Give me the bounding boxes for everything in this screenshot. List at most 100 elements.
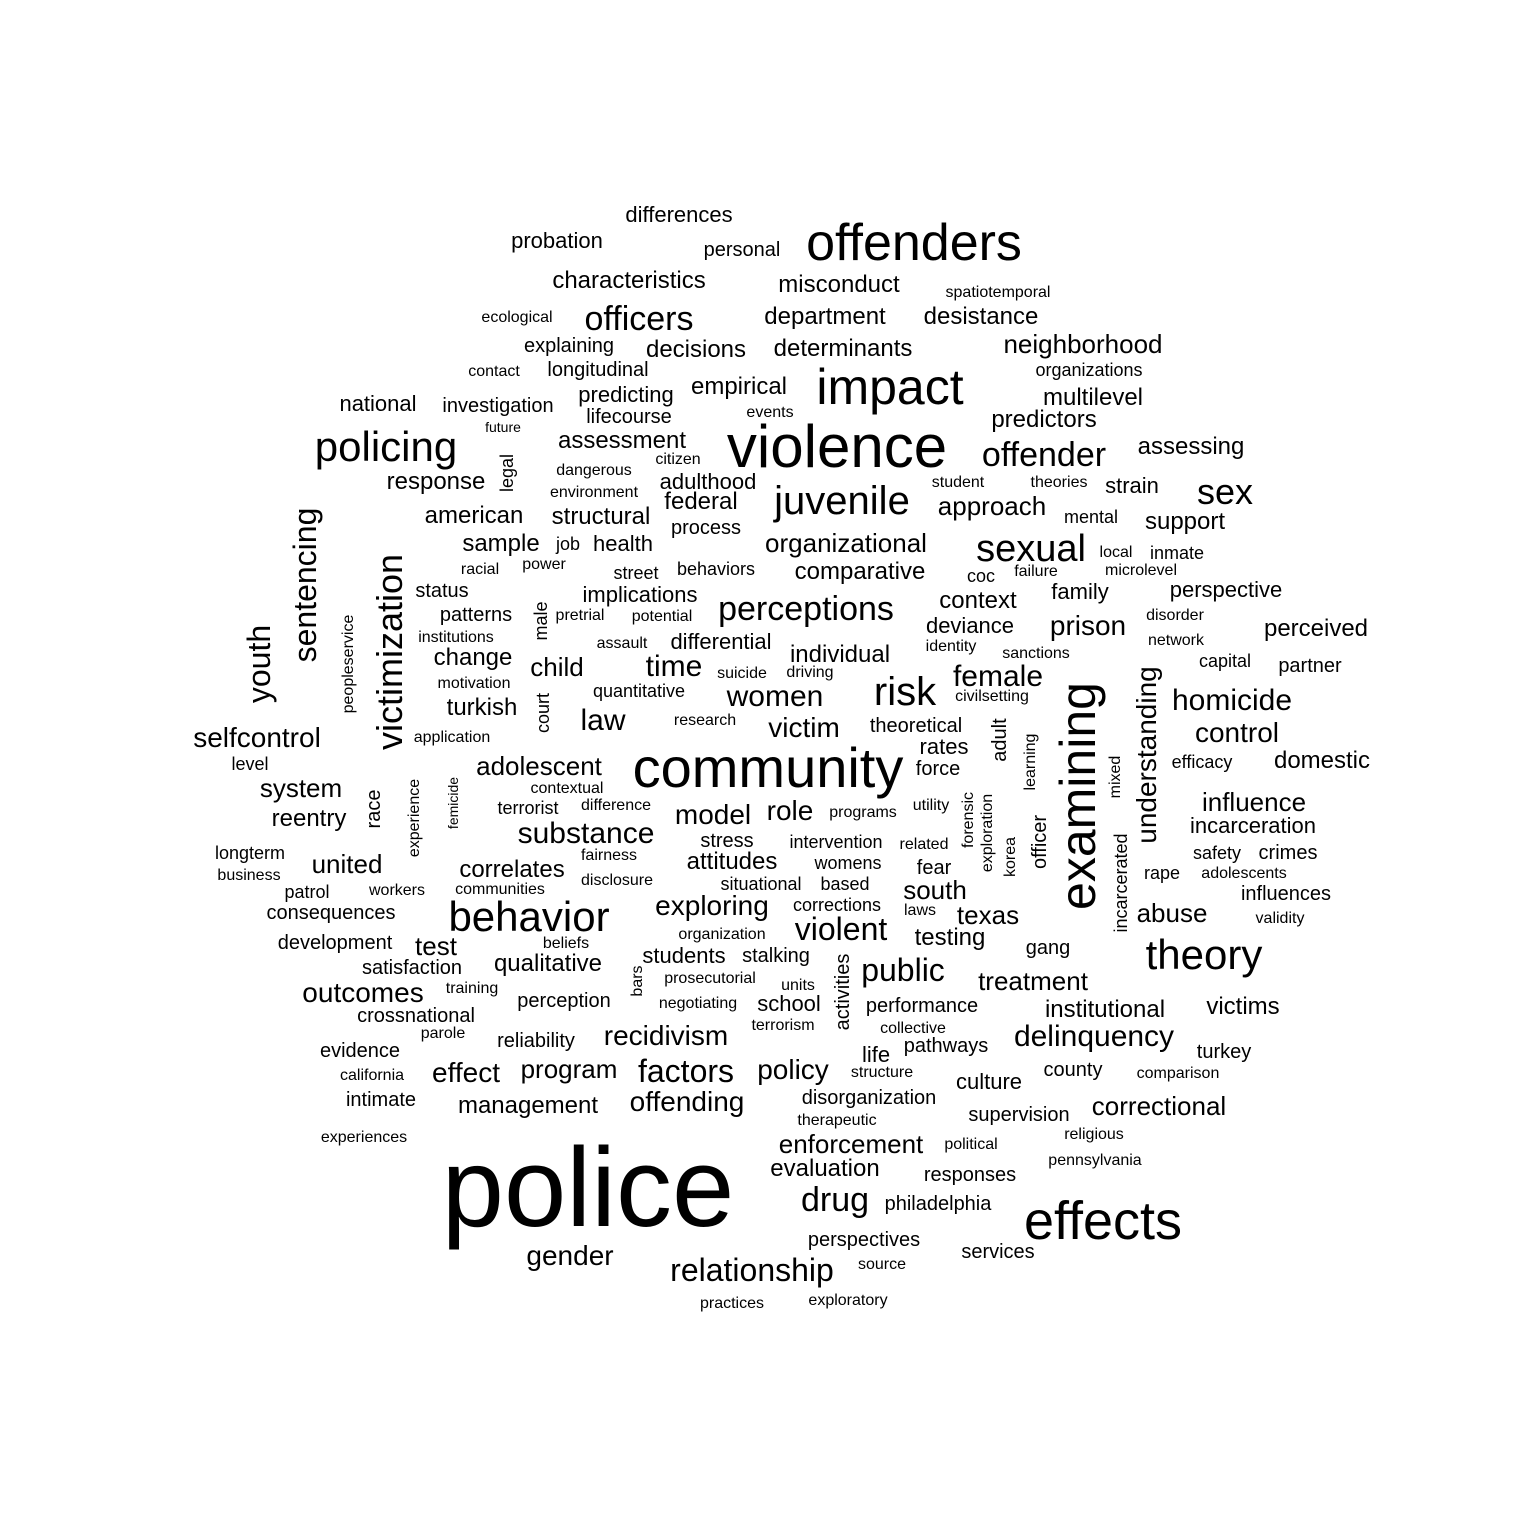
word-difference: difference bbox=[581, 797, 651, 814]
word-intervention: intervention bbox=[789, 832, 883, 852]
word-investigation: investigation bbox=[442, 395, 554, 417]
word-south: south bbox=[903, 875, 967, 905]
word-offender: offender bbox=[981, 436, 1107, 474]
word-process: process bbox=[670, 517, 742, 539]
word-force: force bbox=[915, 758, 961, 780]
word-communities: communities bbox=[455, 881, 545, 898]
word-perception: perception bbox=[517, 990, 611, 1012]
word-adulthood: adulthood bbox=[659, 469, 757, 494]
word-korea: korea bbox=[1002, 836, 1019, 878]
word-safety: safety bbox=[1192, 843, 1242, 863]
word-empirical: empirical bbox=[690, 373, 788, 400]
word-life: life bbox=[861, 1042, 891, 1067]
word-development: development bbox=[277, 932, 393, 954]
word-dangerous: dangerous bbox=[556, 462, 632, 479]
word-factors: factors bbox=[637, 1053, 735, 1089]
word-structural: structural bbox=[551, 503, 651, 530]
word-application: application bbox=[413, 729, 491, 746]
word-satisfaction: satisfaction bbox=[361, 957, 463, 979]
word-philadelphia: philadelphia bbox=[884, 1193, 992, 1215]
word-adolescents: adolescents bbox=[1201, 865, 1287, 882]
word-bars: bars bbox=[629, 965, 646, 997]
word-level: level bbox=[231, 754, 269, 774]
word-attitudes: attitudes bbox=[686, 848, 778, 875]
word-learning: learning bbox=[1022, 733, 1039, 791]
word-context: context bbox=[939, 587, 1017, 614]
word-lifecourse: lifecourse bbox=[586, 406, 672, 428]
word-sample: sample bbox=[462, 530, 540, 557]
word-program: program bbox=[520, 1054, 618, 1084]
word-collective: collective bbox=[880, 1020, 946, 1037]
word-capital: capital bbox=[1198, 651, 1252, 671]
word-womens: womens bbox=[814, 853, 882, 873]
word-theories: theories bbox=[1030, 474, 1088, 491]
word-predictors: predictors bbox=[991, 406, 1097, 433]
word-exploration: exploration bbox=[979, 793, 996, 873]
word-quantitative: quantitative bbox=[592, 681, 686, 701]
word-local: local bbox=[1099, 544, 1133, 561]
word-training: training bbox=[445, 980, 499, 997]
word-citizen: citizen bbox=[655, 451, 701, 468]
word-california: california bbox=[339, 1067, 405, 1084]
word-experience: experience bbox=[406, 778, 423, 858]
word-behavior: behavior bbox=[448, 893, 610, 940]
word-microlevel: microlevel bbox=[1104, 562, 1178, 579]
word-activities: activities bbox=[832, 953, 854, 1031]
word-students: students bbox=[642, 943, 726, 968]
word-comparison: comparison bbox=[1136, 1065, 1220, 1082]
word-delinquency: delinquency bbox=[1013, 1020, 1175, 1053]
word-enforcement: enforcement bbox=[778, 1129, 924, 1159]
word-patterns: patterns bbox=[439, 604, 513, 626]
word-disorder: disorder bbox=[1146, 607, 1204, 624]
word-neighborhood: neighborhood bbox=[1003, 329, 1163, 359]
word-fear: fear bbox=[916, 857, 952, 879]
word-treatment: treatment bbox=[978, 966, 1088, 996]
word-correctional: correctional bbox=[1091, 1091, 1227, 1121]
word-texas: texas bbox=[956, 900, 1020, 930]
word-differences: differences bbox=[625, 202, 733, 227]
word-public: public bbox=[861, 952, 945, 988]
word-predicting: predicting bbox=[578, 382, 674, 407]
word-efficacy: efficacy bbox=[1171, 752, 1233, 772]
word-substance: substance bbox=[517, 817, 655, 850]
word-institutional: institutional bbox=[1044, 996, 1166, 1023]
word-perceived: perceived bbox=[1263, 615, 1369, 642]
word-experiences: experiences bbox=[320, 1129, 408, 1146]
word-pennsylvania: pennsylvania bbox=[1048, 1152, 1142, 1169]
word-sexual: sexual bbox=[976, 528, 1086, 570]
word-theoretical: theoretical bbox=[869, 715, 963, 737]
word-exploring: exploring bbox=[655, 890, 769, 921]
word-explaining: explaining bbox=[523, 335, 615, 357]
word-qualitative: qualitative bbox=[493, 950, 603, 977]
word-individual: individual bbox=[789, 641, 891, 668]
word-rape: rape bbox=[1143, 863, 1181, 883]
word-role: role bbox=[766, 795, 814, 826]
word-comparative: comparative bbox=[794, 558, 926, 585]
word-juvenile: juvenile bbox=[774, 479, 910, 523]
word-utility: utility bbox=[912, 797, 950, 814]
word-testing: testing bbox=[914, 924, 986, 951]
word-violence: violence bbox=[726, 413, 948, 480]
word-contextual: contextual bbox=[530, 780, 604, 797]
word-terrorist: terrorist bbox=[497, 798, 559, 818]
word-examining: examining bbox=[1050, 682, 1106, 910]
word-american: american bbox=[424, 502, 524, 529]
word-turkey: turkey bbox=[1196, 1041, 1252, 1063]
word-structure: structure bbox=[850, 1064, 914, 1081]
word-crossnational: crossnational bbox=[357, 1005, 475, 1027]
word-multilevel: multilevel bbox=[1042, 384, 1144, 411]
word-motivation: motivation bbox=[437, 675, 511, 692]
word-prison: prison bbox=[1049, 610, 1127, 641]
word-national: national bbox=[339, 391, 417, 416]
word-status: status bbox=[415, 580, 469, 602]
word-parole: parole bbox=[420, 1025, 466, 1042]
word-misconduct: misconduct bbox=[778, 271, 900, 298]
word-characteristics: characteristics bbox=[552, 267, 706, 294]
word-organization: organization bbox=[678, 926, 766, 943]
word-offending: offending bbox=[629, 1086, 745, 1117]
word-units: units bbox=[781, 977, 815, 994]
word-change: change bbox=[433, 644, 513, 671]
word-model: model bbox=[674, 799, 752, 830]
word-evaluation: evaluation bbox=[770, 1155, 880, 1182]
